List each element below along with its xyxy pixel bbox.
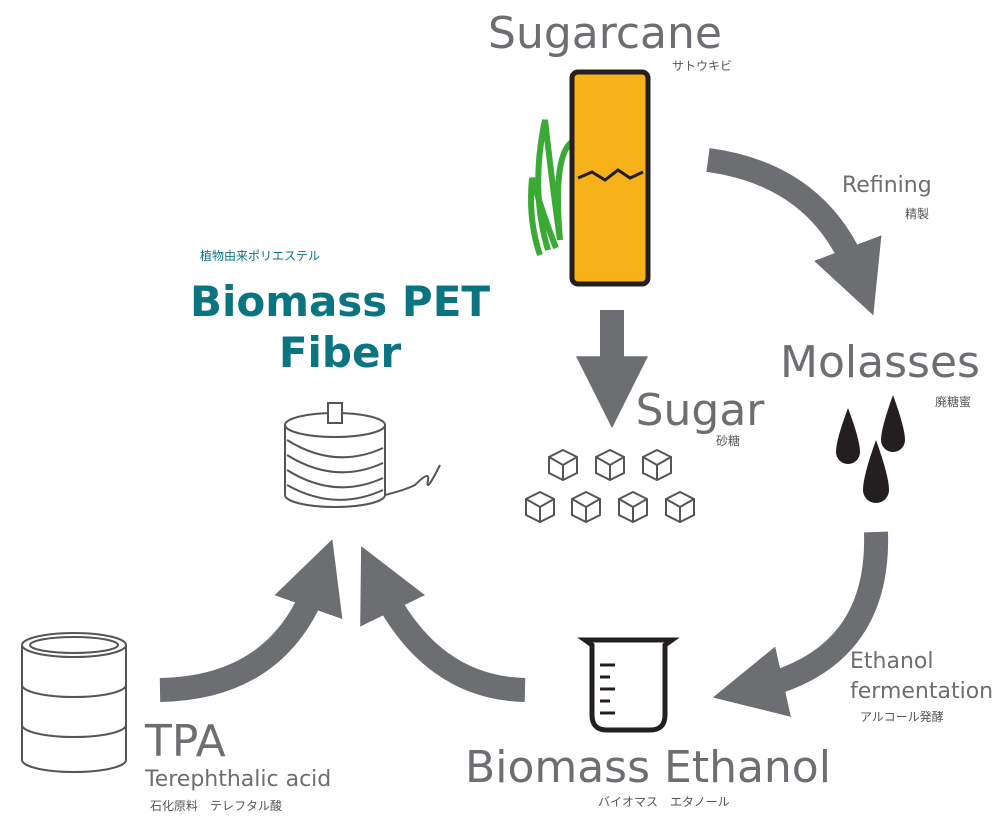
- node-label: Biomass Ethanol: [465, 742, 831, 793]
- step-sublabel: 精製: [905, 207, 929, 221]
- node-label: Biomass PET: [190, 277, 490, 326]
- arrow-tpa-pet: [160, 580, 318, 690]
- node-sublabel: 廃糖蜜: [935, 394, 971, 409]
- node-label: Sugar: [636, 385, 766, 436]
- node-sublabel: サトウキビ: [672, 59, 732, 73]
- arrow-ethanol-pet: [380, 585, 525, 690]
- step-label: Refining: [842, 173, 932, 198]
- node-sublabel: 砂糖: [716, 433, 740, 448]
- node-label: Molasses: [780, 337, 980, 388]
- node-sublabel: 石化原料 テレフタル酸: [150, 798, 282, 813]
- arrow-refining: [708, 160, 858, 275]
- step-label: fermentation: [850, 679, 993, 704]
- node-label: Sugarcane: [488, 8, 722, 59]
- beaker: [585, 640, 672, 730]
- node-description: Terephthalic acid: [144, 767, 331, 792]
- diagram: Sugarcane サトウキビ Refining 精製 Molasses 廃糖蜜…: [0, 0, 998, 818]
- node-sublabel: バイオマス エタノール: [598, 795, 730, 809]
- node-label: Fiber: [279, 328, 402, 377]
- node-sublabel: 植物由来ポリエステル: [200, 248, 320, 263]
- step-label: Ethanol: [850, 649, 933, 674]
- molasses-drops: [836, 395, 905, 503]
- sugar-cubes: [526, 450, 694, 522]
- sugarcane-icon: [531, 72, 648, 284]
- node-label: TPA: [144, 716, 226, 767]
- step-sublabel: アルコール発酵: [860, 710, 944, 724]
- barrel: [22, 633, 126, 772]
- fiber-spool: [285, 403, 440, 507]
